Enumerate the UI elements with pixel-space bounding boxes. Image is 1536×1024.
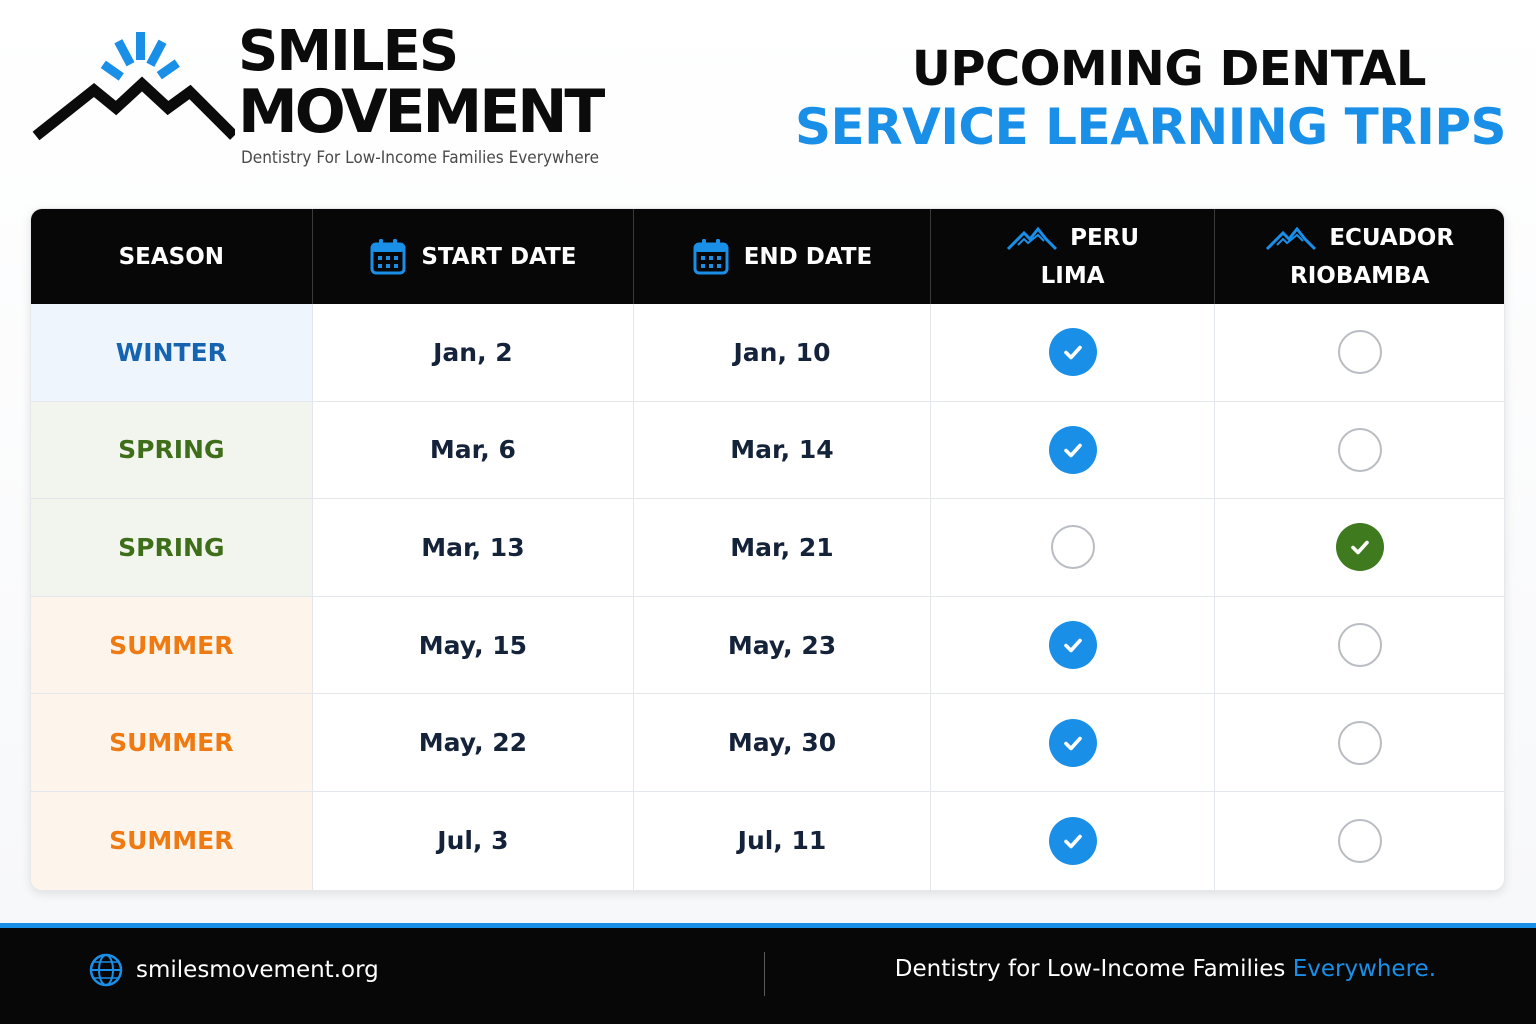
start-date-cell: Mar, 13	[313, 499, 635, 596]
empty-circle-icon	[1050, 525, 1095, 570]
peru-availability-cell	[931, 694, 1216, 791]
footer: smilesmovement.org Dentistry for Low-Inc…	[0, 923, 1536, 1024]
start-date-cell: May, 22	[313, 694, 635, 791]
season-cell: SPRING	[31, 401, 313, 499]
check-icon	[1350, 541, 1369, 555]
header-ecuador-country: ECUADOR	[1329, 224, 1455, 251]
table-row: SPRING Mar, 13 Mar, 21	[31, 499, 1504, 597]
table-row: SPRING Mar, 6 Mar, 14	[31, 401, 1504, 500]
header-season-label: SEASON	[118, 243, 225, 270]
header-peru-lima: PERU LIMA	[931, 209, 1216, 304]
empty-circle-icon	[1337, 623, 1382, 668]
season-cell: SUMMER	[31, 596, 313, 694]
page-title: UPCOMING DENTAL SERVICE LEARNING TRIPS	[794, 40, 1507, 156]
peru-availability-cell	[931, 791, 1216, 890]
ecuador-availability-cell	[1215, 694, 1504, 791]
check-icon	[1063, 834, 1082, 849]
empty-circle-icon	[1337, 330, 1382, 375]
season-cell: SPRING	[31, 499, 313, 596]
peru-availability-cell	[931, 401, 1216, 499]
peru-availability-cell	[931, 304, 1216, 401]
globe-icon	[89, 953, 123, 987]
footer-divider	[764, 952, 765, 996]
ecuador-availability-cell	[1215, 792, 1504, 890]
mountain-icon	[1266, 226, 1317, 250]
table-row: WINTER Jan, 2 Jan, 10	[31, 304, 1504, 402]
table-body: WINTER Jan, 2 Jan, 10 SPRING Mar, 6 Mar, 14 SP…	[31, 304, 1504, 890]
trips-table: SEASON START DATE	[30, 208, 1505, 891]
footer-url-text[interactable]: smilesmovement.org	[136, 957, 379, 983]
header-end-date: END DATE	[634, 209, 931, 304]
checked-circle-icon	[1048, 621, 1097, 670]
mountain-logo-icon	[32, 32, 235, 141]
end-date-cell: May, 23	[634, 596, 931, 694]
check-icon	[1063, 736, 1082, 750]
start-date-cell: Mar, 6	[313, 401, 635, 499]
brand-tagline: Dentistry For Low-Income Families Everyw…	[241, 148, 600, 168]
footer-tagline-accent: Everywhere.	[1292, 956, 1436, 982]
brand-name-line-2: MOVEMENT	[238, 77, 605, 147]
ecuador-availability-cell	[1215, 304, 1504, 401]
calendar-icon	[370, 238, 406, 274]
footer-tagline: Dentistry for Low-Income Families Everyw…	[895, 956, 1436, 982]
peru-availability-cell	[931, 499, 1216, 596]
empty-circle-icon	[1337, 427, 1382, 472]
header-ecuador-riobamba: ECUADOR RIOBAMBA	[1215, 209, 1504, 304]
peru-availability-cell	[931, 596, 1216, 694]
header-start-date-label: START DATE	[421, 243, 577, 270]
page-title-line-2: SERVICE LEARNING TRIPS	[794, 98, 1507, 156]
table-row: SUMMER May, 22 May, 30	[31, 694, 1504, 792]
checked-circle-icon	[1048, 718, 1097, 767]
checked-circle-icon	[1335, 523, 1384, 572]
footer-website[interactable]: smilesmovement.org	[88, 952, 379, 988]
season-cell: WINTER	[31, 304, 313, 401]
end-date-cell: Jan, 10	[634, 304, 931, 401]
calendar-icon	[693, 238, 729, 274]
header-start-date: START DATE	[313, 209, 635, 304]
brand-logo: SMILES MOVEMENT Dentistry For Low-Income…	[30, 22, 610, 182]
season-cell: SUMMER	[31, 791, 313, 890]
header-season: SEASON	[31, 209, 313, 304]
ecuador-availability-cell	[1215, 597, 1504, 694]
end-date-cell: Mar, 14	[634, 401, 931, 499]
empty-circle-icon	[1337, 818, 1382, 863]
end-date-cell: May, 30	[634, 694, 931, 791]
ecuador-availability-cell	[1215, 499, 1504, 596]
table-row: SUMMER Jul, 3 Jul, 11	[31, 791, 1504, 890]
footer-tagline-main: Dentistry for Low-Income Families	[894, 956, 1293, 982]
header-peru-country: PERU	[1070, 224, 1140, 251]
table-row: SUMMER May, 15 May, 23	[31, 596, 1504, 695]
end-date-cell: Mar, 21	[634, 499, 931, 596]
header-peru-city: LIMA	[1040, 262, 1105, 289]
checked-circle-icon	[1048, 425, 1097, 474]
checked-circle-icon	[1048, 328, 1097, 377]
brand-name-line-1: SMILES	[238, 19, 459, 84]
start-date-cell: Jan, 2	[313, 304, 635, 401]
start-date-cell: Jul, 3	[313, 791, 635, 890]
mountain-icon	[1007, 226, 1058, 250]
check-icon	[1063, 638, 1082, 653]
checked-circle-icon	[1048, 816, 1097, 865]
season-cell: SUMMER	[31, 694, 313, 791]
table-header-row: SEASON START DATE	[31, 209, 1504, 304]
empty-circle-icon	[1337, 720, 1382, 765]
end-date-cell: Jul, 11	[634, 791, 931, 890]
check-icon	[1063, 443, 1082, 458]
ecuador-availability-cell	[1215, 402, 1504, 499]
header-ecuador-city: RIOBAMBA	[1290, 262, 1430, 289]
check-icon	[1063, 345, 1082, 360]
page-title-line-1: UPCOMING DENTAL	[911, 41, 1427, 97]
header-end-date-label: END DATE	[743, 243, 873, 270]
start-date-cell: May, 15	[313, 596, 635, 694]
